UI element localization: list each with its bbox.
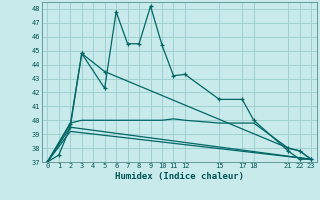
X-axis label: Humidex (Indice chaleur): Humidex (Indice chaleur) — [115, 172, 244, 181]
